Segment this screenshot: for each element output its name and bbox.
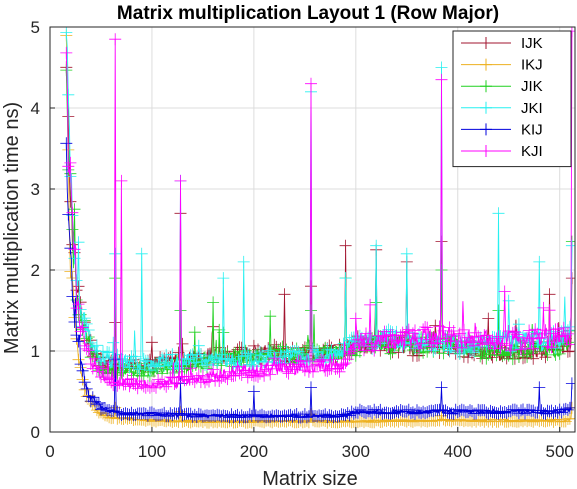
legend-marker — [480, 37, 492, 49]
legend-item-kij: KIJ — [461, 121, 543, 138]
series-layer — [60, 27, 575, 429]
legend-label: KIJ — [521, 121, 543, 138]
y-tick-label: 5 — [31, 18, 40, 37]
x-axis-label: Matrix size — [262, 468, 358, 489]
legend-label: KJI — [521, 143, 543, 160]
legend-marker — [480, 101, 492, 114]
series-kij — [60, 137, 575, 424]
y-tick-label: 3 — [31, 180, 40, 199]
legend-item-kji: KJI — [461, 143, 543, 160]
x-tick-label: 100 — [138, 442, 166, 461]
series-markers — [60, 27, 575, 395]
axis-ticks: 0 100 200 300 400 500 0 1 2 3 4 5 — [31, 18, 574, 461]
chart-title: Matrix multiplication Layout 1 (Row Majo… — [117, 3, 499, 24]
x-tick-label: 0 — [45, 442, 54, 461]
plot-area-frame — [49, 26, 576, 433]
legend-box — [452, 30, 572, 168]
x-tick-label: 500 — [546, 442, 574, 461]
y-tick-label: 4 — [31, 99, 40, 118]
y-tick-label: 2 — [31, 261, 40, 280]
series-markers — [60, 137, 575, 424]
legend-item-ijk: IJK — [461, 35, 543, 52]
legend-marker — [480, 123, 492, 136]
legend-item-jik: JIK — [461, 78, 543, 95]
legend-marker — [480, 145, 492, 157]
legend: IJK IKJ JIK JKI KIJ KJI — [452, 30, 572, 168]
x-tick-label: 300 — [342, 442, 370, 461]
legend-label: IKJ — [521, 57, 543, 74]
legend-label: JIK — [521, 78, 543, 95]
series-kji — [60, 27, 575, 395]
legend-item-ikj: IKJ — [461, 57, 543, 74]
y-axis-label: Matrix multiplication time ns) — [1, 102, 23, 354]
x-tick-label: 200 — [240, 442, 268, 461]
y-tick-label: 1 — [31, 342, 40, 361]
legend-label: JKI — [521, 100, 543, 117]
y-tick-label: 0 — [31, 423, 40, 442]
x-tick-label: 400 — [444, 442, 472, 461]
legend-item-jki: JKI — [461, 100, 543, 117]
legend-label: IJK — [521, 35, 543, 52]
legend-marker — [480, 58, 492, 71]
legend-marker — [480, 80, 492, 93]
